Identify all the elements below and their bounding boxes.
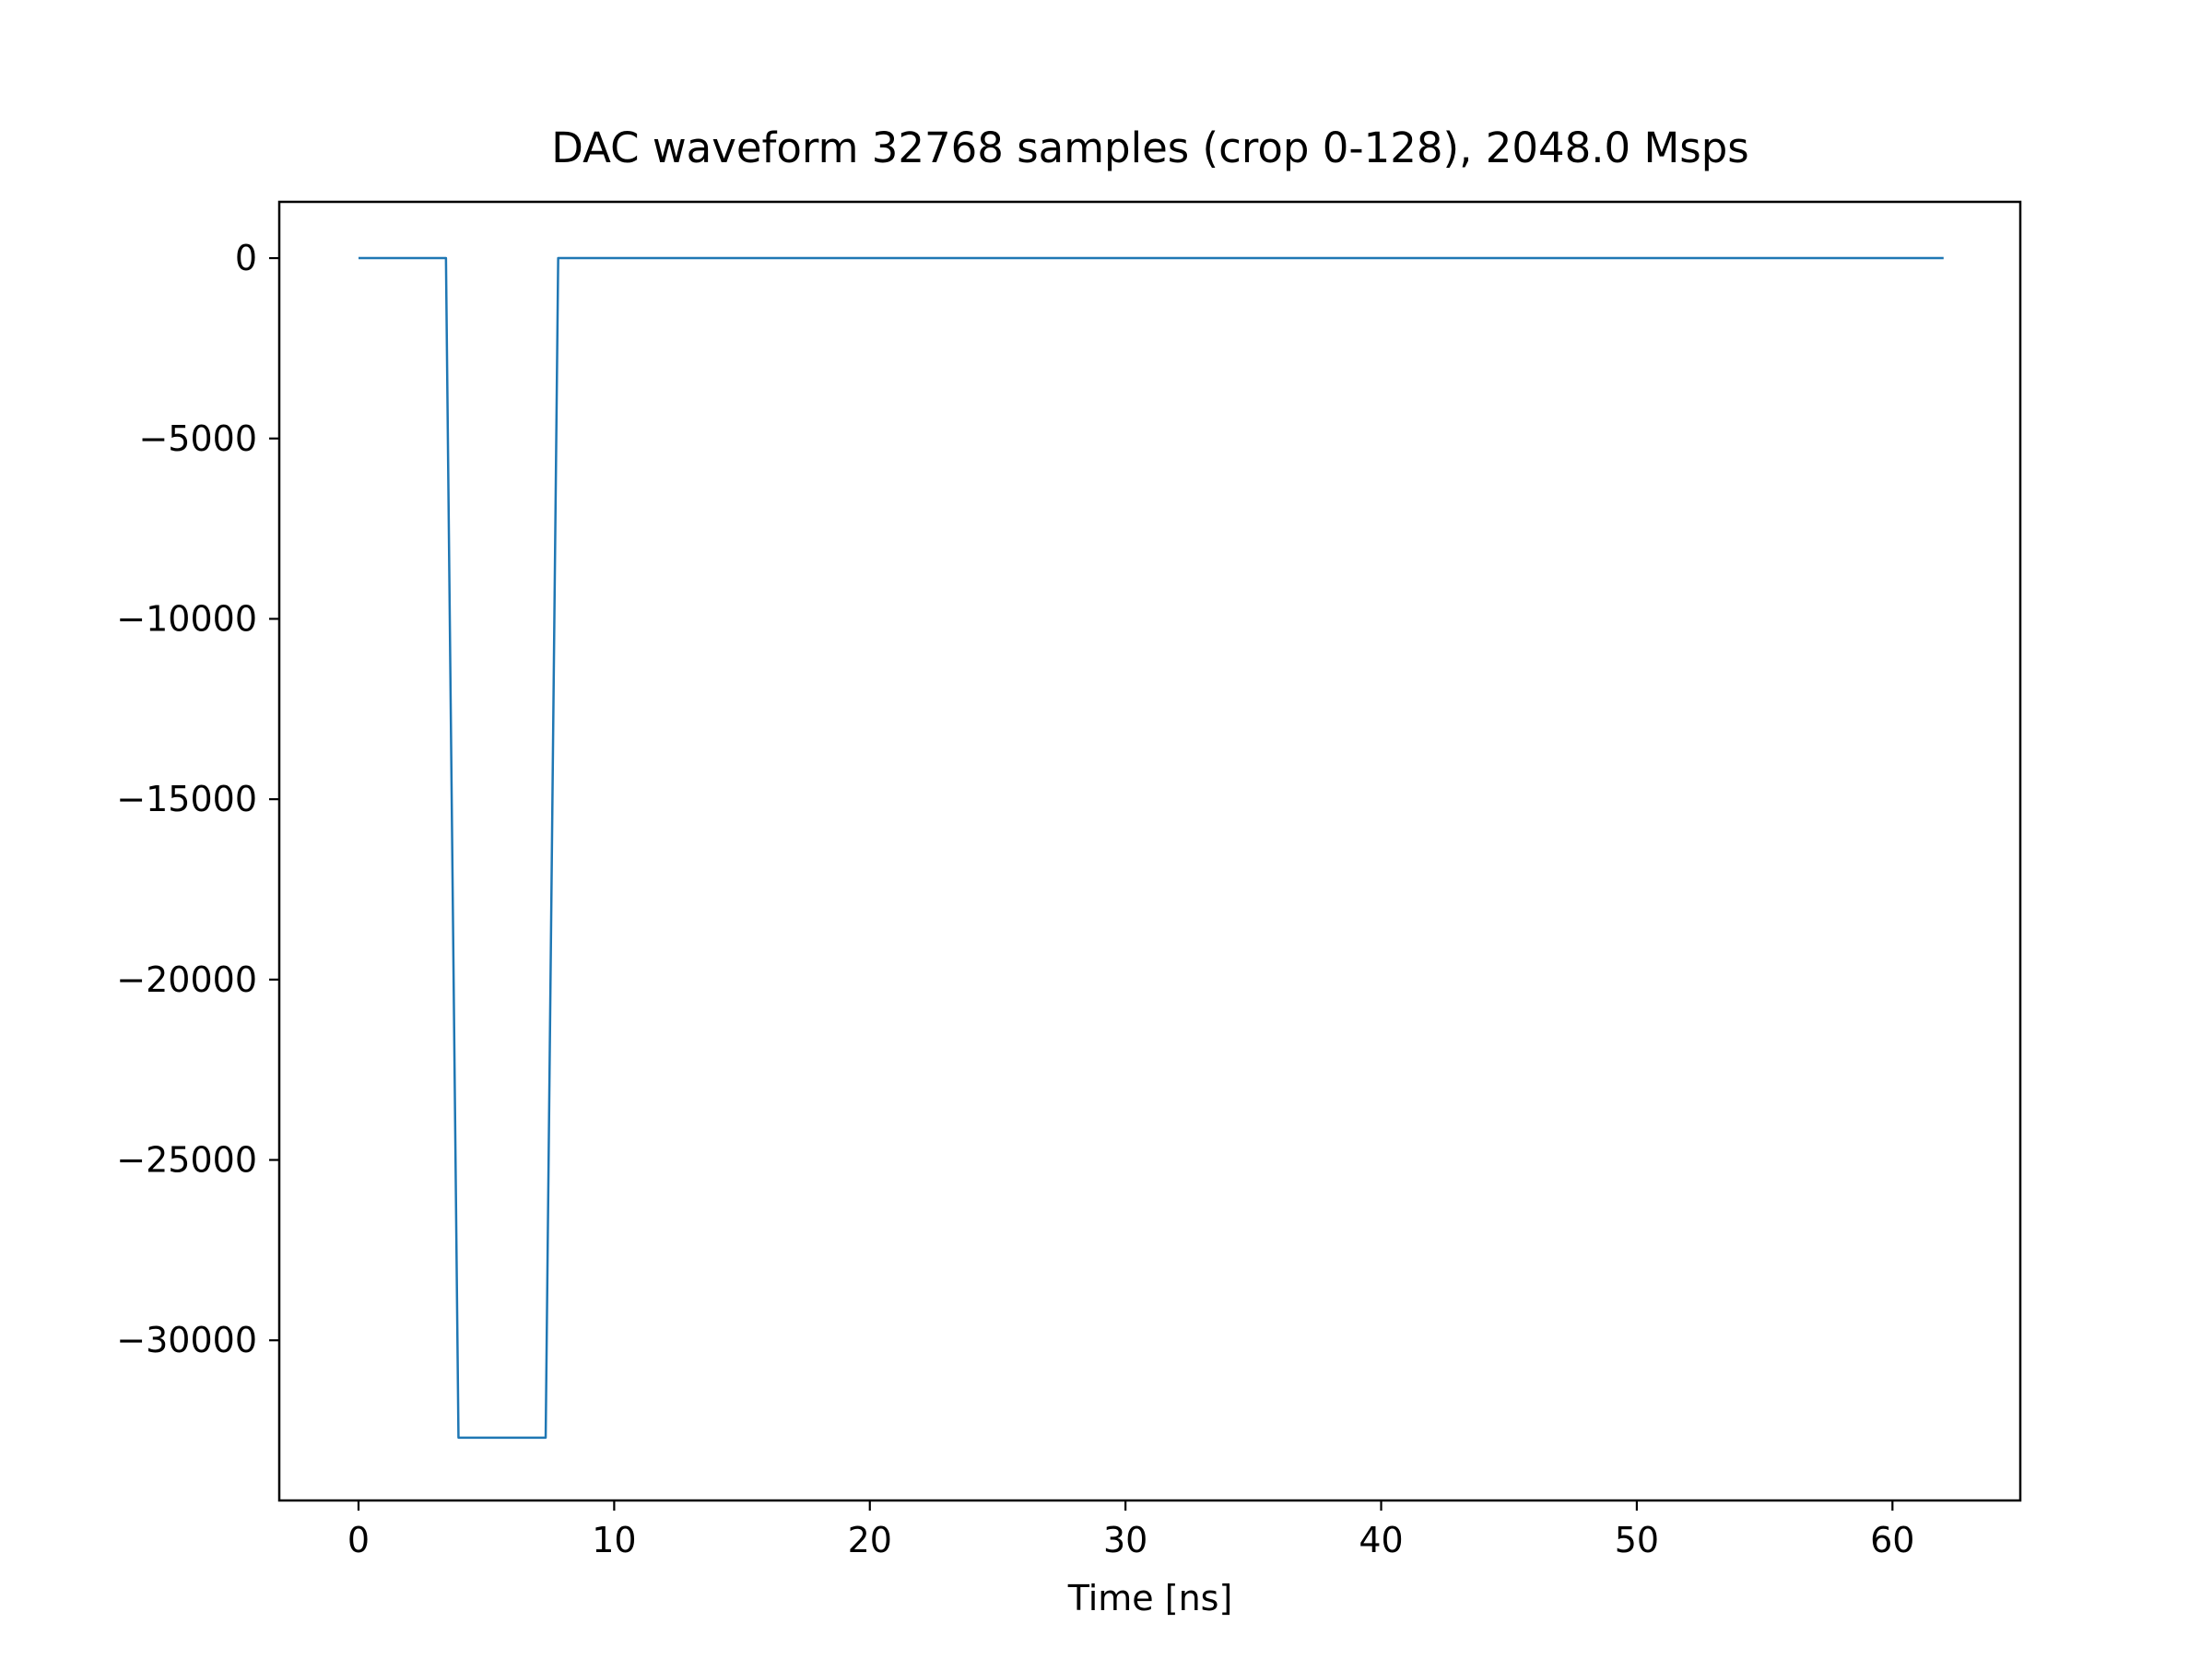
series-line-0 xyxy=(358,256,1944,1440)
y-tick-label: −30000 xyxy=(116,1320,257,1360)
x-tick-label: 60 xyxy=(1870,1520,1914,1560)
chart-title: DAC waveform 32768 samples (crop 0-128),… xyxy=(551,124,1749,172)
series-layer xyxy=(358,256,1944,1440)
y-tick-label: −10000 xyxy=(116,598,257,639)
x-tick-label: 40 xyxy=(1359,1520,1403,1560)
y-tick-label: 0 xyxy=(235,238,257,278)
x-tick-label: 20 xyxy=(848,1520,892,1560)
y-tick-label: −20000 xyxy=(116,959,257,1000)
plot-area-frame xyxy=(277,200,2022,1502)
x-tick-label: 0 xyxy=(347,1520,370,1560)
x-axis-title: Time [ns] xyxy=(1067,1578,1233,1618)
y-axis: 0 −5000 −10000 −15000 −20000 −25000 −30000 xyxy=(116,238,279,1360)
y-tick-label: −15000 xyxy=(116,779,257,819)
x-axis: 0 10 20 30 40 50 60 xyxy=(347,1500,1914,1560)
x-tick-label: 10 xyxy=(592,1520,636,1560)
x-tick-label: 30 xyxy=(1103,1520,1147,1560)
x-tick-label: 50 xyxy=(1615,1520,1659,1560)
y-tick-label: −25000 xyxy=(116,1140,257,1181)
y-tick-label: −5000 xyxy=(138,418,257,459)
